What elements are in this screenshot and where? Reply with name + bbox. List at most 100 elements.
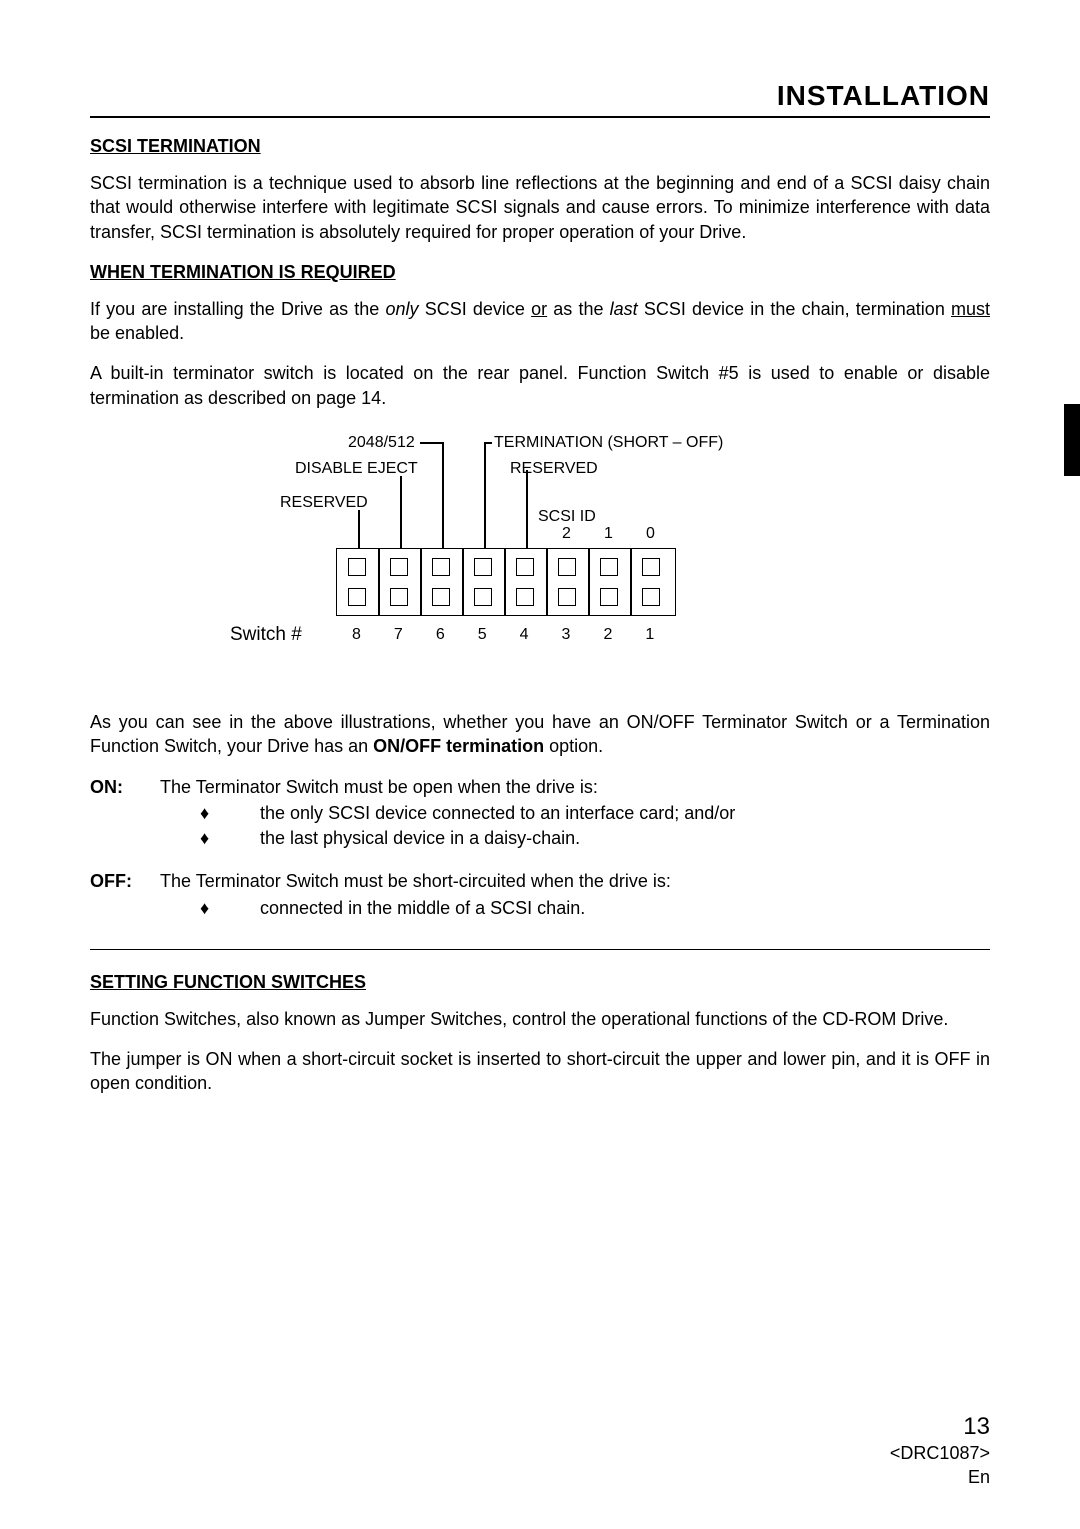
pin (642, 558, 660, 576)
pin (432, 588, 450, 606)
label-reserved-left: RESERVED (280, 494, 368, 512)
heading-scsi-termination: SCSI TERMINATION (90, 136, 990, 157)
leader (442, 442, 444, 548)
text: the (260, 828, 290, 848)
leader (484, 442, 486, 548)
on-definition: ON: The Terminator Switch must be open w… (90, 775, 990, 799)
para-func-2: The jumper is ON when a short-circuit so… (90, 1047, 990, 1096)
switch-num: 2 (603, 626, 612, 644)
leader (358, 510, 360, 548)
italic-only: only (290, 803, 323, 823)
switch-num: 1 (645, 626, 654, 644)
on-body: The Terminator Switch must be open when … (160, 775, 990, 799)
pin (348, 558, 366, 576)
italic-only: only (386, 299, 419, 319)
italic-last: last (290, 828, 318, 848)
label-termination: TERMINATION (SHORT – OFF) (494, 434, 723, 452)
text: If you are installing the Drive as the (90, 299, 386, 319)
italic-last: last (610, 299, 638, 319)
text: option. (544, 736, 603, 756)
bold-onoff-termination: ON/OFF termination (373, 736, 544, 756)
on-bullets: the only SCSI device connected to an int… (200, 801, 990, 851)
text: The Terminator Switch (160, 871, 344, 891)
switch-num: 6 (436, 626, 445, 644)
text: the (260, 803, 290, 823)
header-rule (90, 116, 990, 118)
switch-diagram: 2048/512 DISABLE EJECT RESERVED TERMINAT… (90, 430, 990, 670)
off-label: OFF: (90, 869, 160, 893)
page-footer: 13 <DRC1087> En (890, 1411, 990, 1489)
label-scsi-id: SCSI ID (538, 508, 596, 526)
side-tab (1064, 404, 1080, 476)
off-body: The Terminator Switch must be short-circ… (160, 869, 990, 893)
heading-when-required: WHEN TERMINATION IS REQUIRED (90, 262, 990, 283)
switch-pins-upper (348, 558, 660, 576)
switch-num: 8 (352, 626, 361, 644)
pin (558, 588, 576, 606)
text: SCSI device (419, 299, 532, 319)
pin (516, 558, 534, 576)
switch-pins-lower (348, 588, 660, 606)
off-bullets: connected in the middle of a SCSI chain. (200, 896, 990, 921)
switch-numbers: 8 7 6 5 4 3 2 1 (352, 626, 654, 644)
text: SCSI device in the chain, termination (638, 299, 951, 319)
text: physical device in a daisy-chain. (318, 828, 580, 848)
underline-or: or (531, 299, 547, 319)
scsi-id-2: 2 (562, 525, 571, 543)
text: connected in the (260, 898, 397, 918)
label-2048-512: 2048/512 (348, 434, 415, 452)
text: of a SCSI chain. (450, 898, 585, 918)
list-item: the last physical device in a daisy-chai… (200, 826, 990, 851)
doc-code: <DRC1087> (890, 1442, 990, 1465)
switch-hash-label: Switch # (230, 624, 302, 646)
para-when-req-2: A built-in terminator switch is located … (90, 361, 990, 410)
page-header-title: INSTALLATION (90, 80, 990, 112)
para-func-1: Function Switches, also known as Jumper … (90, 1007, 990, 1031)
list-item: connected in the middle of a SCSI chain. (200, 896, 990, 921)
text: be short-circuited when the drive is: (383, 871, 671, 891)
pin (642, 588, 660, 606)
pin (600, 558, 618, 576)
italic-terminator-switch: Terminator Switch (196, 777, 339, 797)
text: as the (547, 299, 610, 319)
section-rule (90, 949, 990, 950)
para-scsi-term: SCSI termination is a technique used to … (90, 171, 990, 244)
language-code: En (890, 1466, 990, 1489)
page: INSTALLATION SCSI TERMINATION SCSI termi… (0, 0, 1080, 1529)
leader (526, 470, 528, 548)
label-reserved-right: RESERVED (510, 460, 598, 478)
leader (400, 476, 402, 548)
pin (558, 558, 576, 576)
off-definition: OFF: The Terminator Switch must be short… (90, 869, 990, 893)
leader (420, 442, 442, 444)
pin (348, 588, 366, 606)
underline-must: must (344, 871, 383, 891)
pin (516, 588, 534, 606)
para-when-req-1: If you are installing the Drive as the o… (90, 297, 990, 346)
scsi-id-0: 0 (646, 525, 655, 543)
pin (474, 588, 492, 606)
pin (432, 558, 450, 576)
page-number: 13 (890, 1411, 990, 1442)
para-after-diagram: As you can see in the above illustration… (90, 710, 990, 759)
text: The (160, 777, 196, 797)
on-label: ON: (90, 775, 160, 799)
switch-num: 5 (478, 626, 487, 644)
underline-must: must (951, 299, 990, 319)
list-item: the only SCSI device connected to an int… (200, 801, 990, 826)
pin (474, 558, 492, 576)
italic-middle: middle (397, 898, 450, 918)
switch-num: 3 (562, 626, 571, 644)
scsi-id-1: 1 (604, 525, 613, 543)
text: SCSI device connected to an interface ca… (323, 803, 735, 823)
switch-num: 7 (394, 626, 403, 644)
underline-must: must (344, 777, 383, 797)
text: be enabled. (90, 323, 184, 343)
pin (390, 588, 408, 606)
switch-num: 4 (520, 626, 529, 644)
pin (390, 558, 408, 576)
heading-function-switches: SETTING FUNCTION SWITCHES (90, 972, 990, 993)
pin (600, 588, 618, 606)
leader (484, 442, 492, 444)
text: be open when the drive is: (383, 777, 598, 797)
